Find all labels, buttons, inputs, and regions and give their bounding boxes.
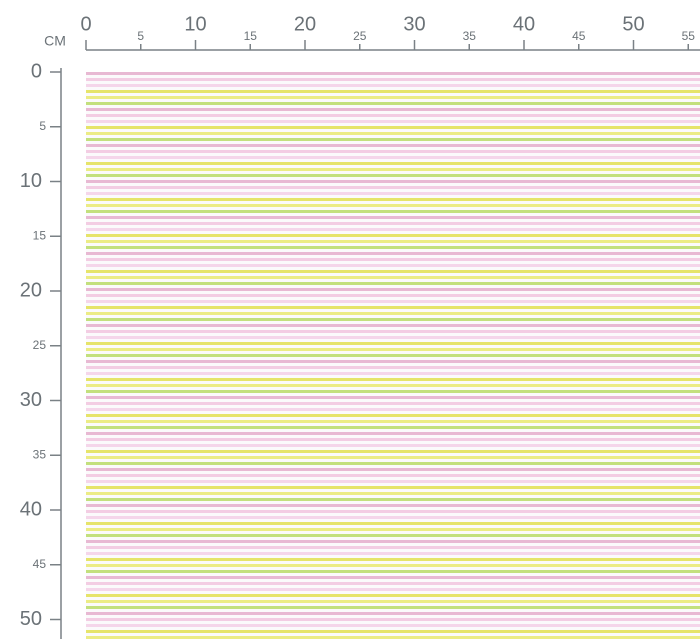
- top-label: 35: [463, 29, 477, 43]
- left-label: 35: [33, 447, 47, 461]
- left-label: 30: [20, 389, 42, 411]
- top-label: 40: [513, 13, 535, 35]
- top-label: 25: [353, 29, 367, 43]
- left-label: 15: [33, 228, 47, 242]
- top-label: 50: [622, 13, 644, 35]
- unit-label: CM: [44, 33, 66, 49]
- left-label: 40: [20, 498, 42, 520]
- left-label: 50: [20, 608, 42, 630]
- left-label: 5: [39, 119, 46, 133]
- left-label: 25: [33, 338, 47, 352]
- top-label: 15: [244, 29, 258, 43]
- top-label: 0: [80, 13, 91, 35]
- top-label: 10: [184, 13, 206, 35]
- top-label: 45: [572, 29, 586, 43]
- left-label: 20: [20, 279, 42, 301]
- fabric-swatch: [86, 72, 700, 639]
- top-label: 5: [137, 29, 144, 43]
- top-label: 20: [294, 13, 316, 35]
- left-label: 0: [31, 60, 42, 82]
- top-label: 30: [403, 13, 425, 35]
- left-label: 10: [20, 170, 42, 192]
- top-label: 55: [682, 29, 696, 43]
- left-label: 45: [33, 557, 47, 571]
